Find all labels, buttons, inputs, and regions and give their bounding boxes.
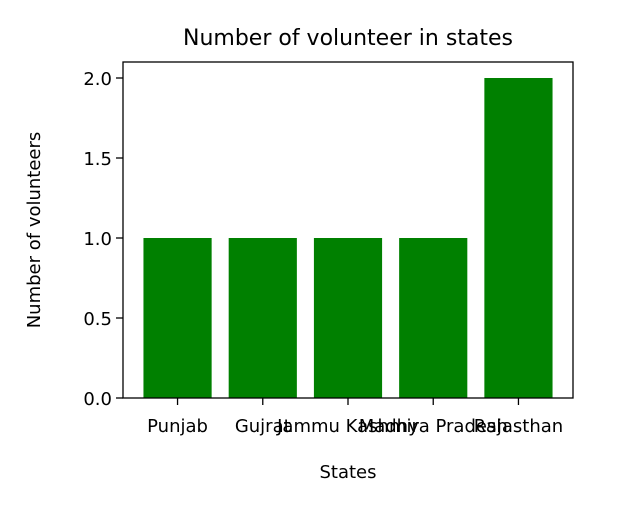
y-axis-ticks: 0.0 0.5 1.0 1.5 2.0 <box>83 69 123 410</box>
x-axis-label: States <box>319 462 376 483</box>
bar-gujrat <box>228 238 297 398</box>
x-tick-label: Gujrat <box>235 416 291 437</box>
y-axis-label: Number of volunteers <box>24 132 45 329</box>
bar-jammu-kashmir <box>313 238 383 398</box>
y-tick-label: 0.5 <box>83 309 112 330</box>
x-tick-label: Jammu Kashmir <box>276 416 419 437</box>
chart-title: Number of volunteer in states <box>183 26 513 51</box>
y-tick-label: 1.0 <box>83 229 112 250</box>
bars-group <box>143 78 553 398</box>
bar-madhya-pradesh <box>399 238 468 398</box>
bar-punjab <box>143 238 212 398</box>
y-tick-label: 2.0 <box>83 69 112 90</box>
x-tick-label: Punjab <box>147 416 208 437</box>
bar-rajasthan <box>484 78 553 398</box>
x-tick-label: Rajasthan <box>474 416 563 437</box>
x-tick-label: Madhya Pradesh <box>359 416 508 437</box>
plot-frame <box>122 61 574 399</box>
y-tick-label: 1.5 <box>83 149 112 170</box>
y-tick-label: 0.0 <box>83 389 112 410</box>
